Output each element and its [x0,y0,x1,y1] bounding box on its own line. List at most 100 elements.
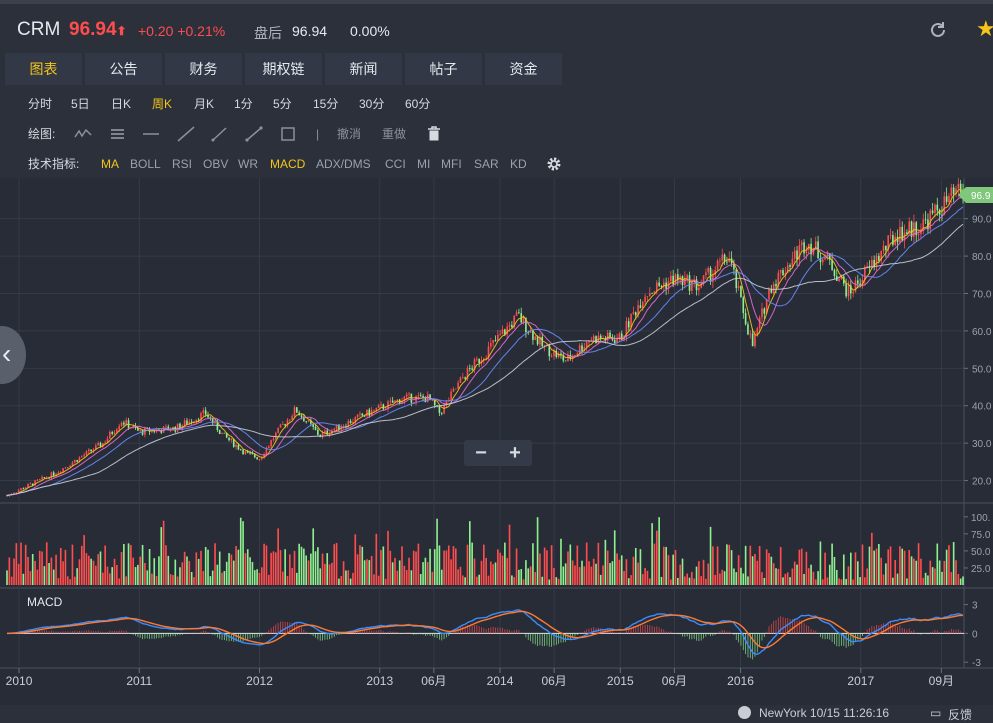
tab-posts[interactable]: 帖子 [405,53,482,85]
volume-bar [639,549,642,585]
price-tick-label: 40.0 [972,402,992,413]
candle-body [426,394,429,403]
volume-bar [457,569,459,585]
horizontal-line-icon[interactable] [142,127,160,141]
candle-body [931,210,934,214]
volume-bar [134,567,137,585]
candle-body [866,265,868,268]
volume-bar [618,559,621,585]
volume-bar [375,533,378,585]
clock-icon [738,706,751,719]
candle-body [906,232,908,235]
trash-icon[interactable] [427,126,441,142]
candle-body [92,449,95,452]
candle-body [896,236,899,243]
period-15min[interactable]: 15分 [313,97,339,111]
volume-bar [106,566,109,585]
settings-gear-icon[interactable] [546,156,562,172]
volume-bar [499,552,502,585]
indicator-boll[interactable]: BOLL [130,157,161,171]
candle-body [251,453,254,455]
candle-body [102,443,104,447]
volume-bar [356,554,359,585]
tab-announcements[interactable]: 公告 [85,53,162,85]
tab-options-chain[interactable]: 期权链 [245,53,322,85]
candle-body [707,267,710,273]
indicator-rsi[interactable]: RSI [172,157,193,171]
trend-line-icon[interactable] [177,126,195,142]
volume-bar [763,577,766,585]
volume-bar [359,545,361,585]
period-1min[interactable]: 1分 [234,97,253,111]
candle-body [684,277,686,286]
volume-bar [15,543,18,585]
indicator-obv[interactable]: OBV [203,157,229,171]
candle-body [691,281,693,291]
period-5min[interactable]: 5分 [273,97,292,111]
undo-button[interactable]: 撤消 [337,127,362,141]
favorite-star-icon[interactable]: ★ [976,16,993,41]
refresh-icon[interactable] [928,20,948,40]
candle-body [27,484,29,488]
candle-body [789,265,791,267]
indicator-adx-dms[interactable]: ADX/DMS [316,157,371,171]
freehand-line-icon[interactable] [74,127,92,141]
segment-line-icon[interactable] [245,126,263,142]
volume-bar [38,550,41,585]
volume-bar [660,576,663,585]
volume-bar [352,572,354,585]
indicator-wr[interactable]: WR [238,157,258,171]
volume-bar [419,574,422,585]
indicator-mfi[interactable]: MFI [441,157,462,171]
period-intraday[interactable]: 分时 [28,97,53,111]
volume-bar [641,574,644,585]
feedback-icon[interactable]: ▭ [930,706,942,720]
candle-body [352,421,354,424]
tab-financials[interactable]: 财务 [165,53,242,85]
period-60min[interactable]: 60分 [405,97,431,111]
candle-body [41,477,43,480]
volume-bar [604,539,607,585]
volume-bar [289,554,291,585]
candle-body [576,353,579,355]
indicator-macd[interactable]: MACD [270,157,306,171]
rectangle-icon[interactable] [281,127,295,141]
ray-line-icon[interactable] [211,126,229,142]
candle-body [857,280,859,284]
zoom-in-button[interactable]: + [509,442,521,464]
period-daily[interactable]: 日K [111,97,132,111]
candle-body [800,242,803,246]
indicator-sar[interactable]: SAR [474,157,499,171]
candle-body [754,334,756,347]
candle-body [440,412,443,414]
volume-bar [672,554,674,585]
candle-body [501,329,504,335]
tab-capital-flow[interactable]: 资金 [485,53,562,85]
period-monthly[interactable]: 月K [194,97,215,111]
volume-bar [513,577,516,585]
indicator-kd[interactable]: KD [510,157,527,171]
volume-bar [497,549,499,585]
tab-bar: 图表 公告 财务 期权链 新闻 帖子 资金 [0,53,993,87]
tab-news[interactable]: 新闻 [325,53,402,85]
feedback-button[interactable]: 反馈 [948,708,973,722]
tab-chart[interactable]: 图表 [5,53,82,85]
period-30min[interactable]: 30分 [359,97,385,111]
parallel-lines-icon[interactable] [110,127,126,141]
redo-button[interactable]: 重做 [382,127,407,141]
indicator-cci[interactable]: CCI [385,157,406,171]
volume-bar [602,565,604,585]
volume-bar [560,538,562,585]
candle-body [97,443,99,446]
volume-bar [515,548,518,585]
period-5day[interactable]: 5日 [71,97,90,111]
candle-body [111,432,113,434]
indicator-ma[interactable]: MA [101,157,119,171]
period-weekly[interactable]: 周K [152,97,173,111]
candle-body [513,315,516,328]
zoom-out-button[interactable]: − [475,442,487,464]
candle-body [756,328,759,335]
indicator-mi[interactable]: MI [417,157,431,171]
volume-bar [373,574,375,585]
candle-body [515,312,518,316]
